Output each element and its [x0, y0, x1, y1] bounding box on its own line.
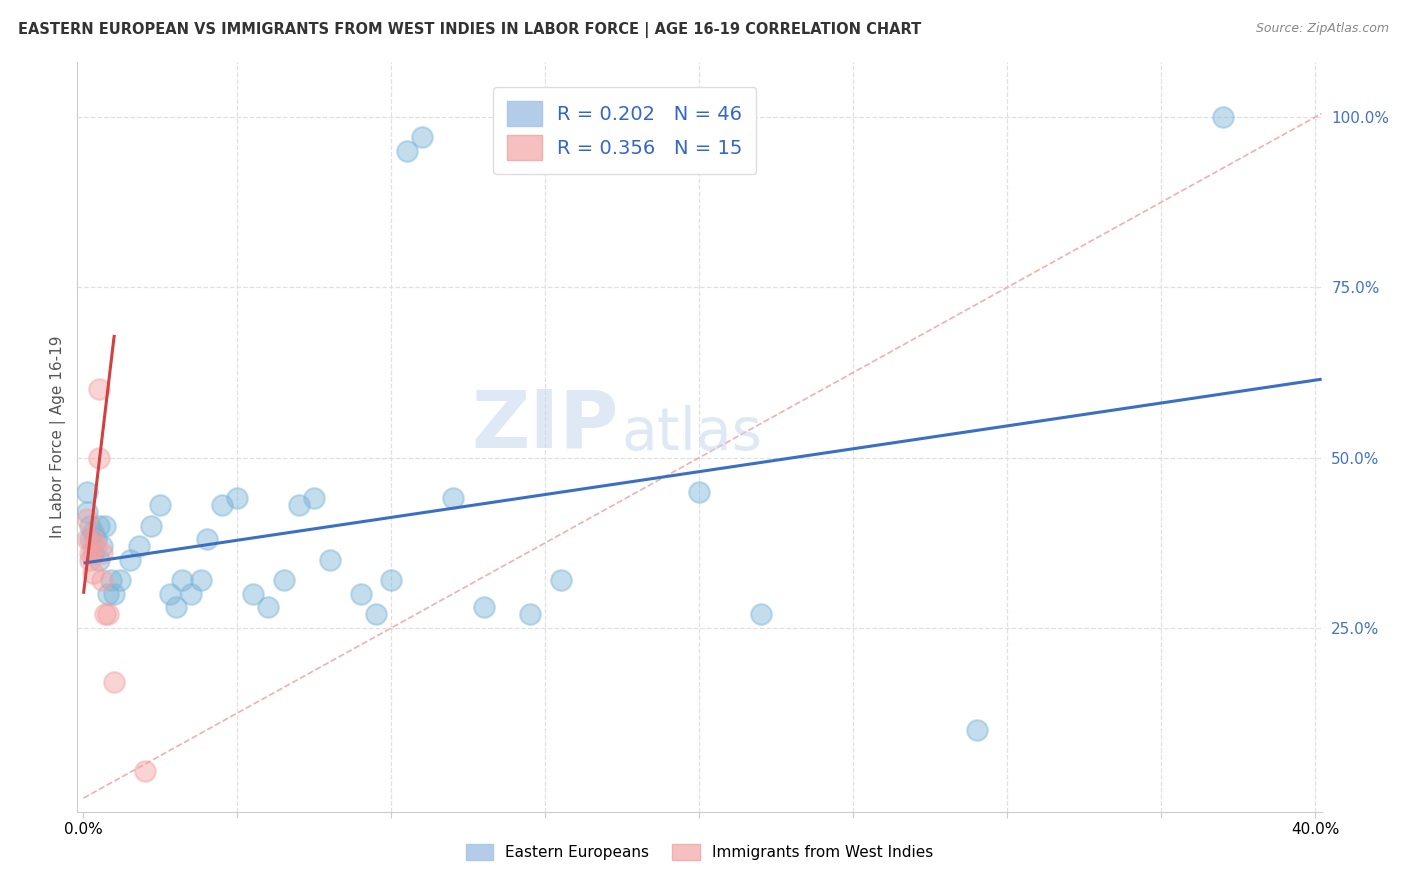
Point	[76, 512, 98, 526]
Point	[749, 607, 772, 622]
Point	[82, 533, 104, 547]
Point	[82, 546, 104, 560]
Point	[411, 130, 433, 145]
Point	[87, 552, 110, 566]
Point	[165, 600, 187, 615]
Point	[76, 484, 98, 499]
Point	[97, 587, 120, 601]
Point	[91, 546, 114, 560]
Point	[211, 498, 233, 512]
Text: Source: ZipAtlas.com: Source: ZipAtlas.com	[1256, 22, 1389, 36]
Point	[87, 450, 110, 465]
Point	[273, 573, 295, 587]
Point	[94, 607, 117, 622]
Point	[134, 764, 156, 778]
Point	[364, 607, 387, 622]
Point	[94, 518, 117, 533]
Point	[159, 587, 181, 601]
Point	[190, 573, 212, 587]
Y-axis label: In Labor Force | Age 16-19: In Labor Force | Age 16-19	[51, 335, 66, 539]
Point	[395, 144, 418, 158]
Text: ZIP: ZIP	[471, 387, 619, 465]
Text: atlas: atlas	[621, 405, 762, 462]
Point	[91, 539, 114, 553]
Point	[226, 491, 249, 506]
Point	[180, 587, 202, 601]
Point	[242, 587, 264, 601]
Point	[84, 533, 107, 547]
Point	[288, 498, 311, 512]
Point	[380, 573, 402, 587]
Point	[97, 607, 120, 622]
Point	[82, 525, 104, 540]
Point	[79, 518, 101, 533]
Point	[550, 573, 572, 587]
Point	[257, 600, 280, 615]
Point	[1212, 110, 1234, 124]
Point	[87, 518, 110, 533]
Point	[79, 533, 101, 547]
Text: EASTERN EUROPEAN VS IMMIGRANTS FROM WEST INDIES IN LABOR FORCE | AGE 16-19 CORRE: EASTERN EUROPEAN VS IMMIGRANTS FROM WEST…	[18, 22, 921, 38]
Point	[79, 552, 101, 566]
Point	[87, 383, 110, 397]
Point	[689, 484, 711, 499]
Point	[118, 552, 141, 566]
Point	[519, 607, 541, 622]
Point	[350, 587, 373, 601]
Point	[82, 566, 104, 581]
Point	[472, 600, 495, 615]
Point	[141, 518, 163, 533]
Point	[79, 546, 101, 560]
Legend: Eastern Europeans, Immigrants from West Indies: Eastern Europeans, Immigrants from West …	[458, 837, 941, 868]
Point	[304, 491, 326, 506]
Point	[319, 552, 342, 566]
Point	[100, 573, 122, 587]
Point	[170, 573, 193, 587]
Point	[441, 491, 464, 506]
Point	[91, 573, 114, 587]
Point	[103, 587, 125, 601]
Point	[76, 505, 98, 519]
Point	[84, 539, 107, 553]
Point	[966, 723, 988, 737]
Point	[103, 675, 125, 690]
Point	[149, 498, 172, 512]
Point	[110, 573, 132, 587]
Point	[195, 533, 218, 547]
Point	[128, 539, 150, 553]
Point	[76, 533, 98, 547]
